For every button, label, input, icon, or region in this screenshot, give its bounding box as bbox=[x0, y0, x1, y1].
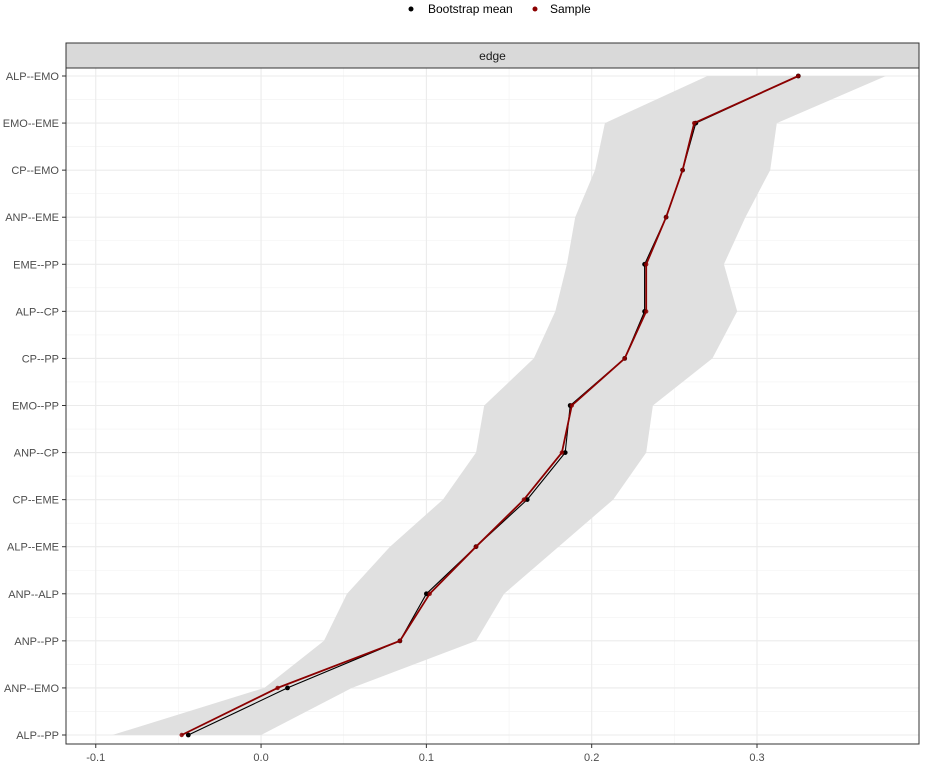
y-tick-label: ALP--EMO bbox=[6, 71, 60, 83]
ci-ribbon-layer bbox=[112, 76, 886, 735]
legend-key-sample bbox=[532, 6, 538, 12]
y-tick-label: CP--PP bbox=[22, 353, 59, 365]
y-tick-label: ANP--ALP bbox=[8, 589, 59, 601]
y-tick-label: ALP--CP bbox=[16, 306, 59, 318]
point-bootstrap-mean bbox=[562, 450, 568, 455]
point-sample bbox=[521, 497, 527, 502]
y-tick-label: ANP--CP bbox=[14, 448, 59, 460]
y-tick-label: ANP--PP bbox=[14, 636, 59, 648]
point-sample bbox=[796, 73, 801, 79]
x-tick-label: 0.1 bbox=[419, 752, 434, 764]
x-tick-label: -0.1 bbox=[86, 752, 105, 764]
point-sample bbox=[663, 215, 669, 220]
point-sample bbox=[179, 732, 184, 738]
legend: Bootstrap mean Sample bbox=[408, 2, 591, 16]
point-bootstrap-mean bbox=[185, 732, 191, 738]
point-sample bbox=[622, 356, 627, 361]
point-sample bbox=[569, 403, 574, 408]
ci-ribbon bbox=[112, 76, 886, 735]
y-tick-label: EMO--PP bbox=[12, 401, 59, 413]
y-tick-label: CP--EME bbox=[13, 495, 59, 507]
y-tick-label: ANP--EME bbox=[5, 212, 59, 224]
legend-key-bootstrap-mean bbox=[408, 6, 414, 12]
point-sample bbox=[427, 591, 432, 596]
point-bootstrap-mean bbox=[285, 685, 290, 691]
facet-strip-background bbox=[65, 42, 920, 69]
facet-strip: edge bbox=[65, 42, 920, 69]
y-tick-label: EMO--EME bbox=[3, 118, 59, 130]
facet-strip-label: edge bbox=[479, 49, 506, 63]
point-sample bbox=[680, 167, 685, 173]
point-sample bbox=[644, 262, 649, 267]
x-tick-label: 0.0 bbox=[253, 752, 268, 764]
point-sample bbox=[275, 685, 280, 691]
point-sample bbox=[397, 638, 403, 644]
x-axis: -0.1 0.0 0.1 0.2 0.3 bbox=[86, 744, 765, 764]
series-layer bbox=[179, 73, 801, 738]
point-sample bbox=[473, 544, 479, 549]
point-sample bbox=[692, 120, 697, 126]
y-tick-label: ALP--PP bbox=[16, 730, 59, 742]
point-sample bbox=[644, 309, 649, 314]
x-tick-label: 0.2 bbox=[584, 752, 599, 764]
y-axis: ALP--EMO EMO--EME CP--EMO ANP--EME EME--PP AL… bbox=[3, 71, 66, 742]
legend-label-bootstrap-mean: Bootstrap mean bbox=[428, 2, 513, 16]
x-tick-label: 0.3 bbox=[749, 752, 764, 764]
y-tick-label: CP--EMO bbox=[11, 165, 59, 177]
point-bootstrap-mean bbox=[424, 591, 429, 597]
legend-label-sample: Sample bbox=[550, 2, 591, 16]
y-tick-label: ANP--EMO bbox=[4, 683, 59, 695]
y-tick-label: ALP--EME bbox=[7, 542, 59, 554]
point-sample bbox=[559, 450, 565, 455]
y-tick-label: EME--PP bbox=[13, 259, 59, 271]
